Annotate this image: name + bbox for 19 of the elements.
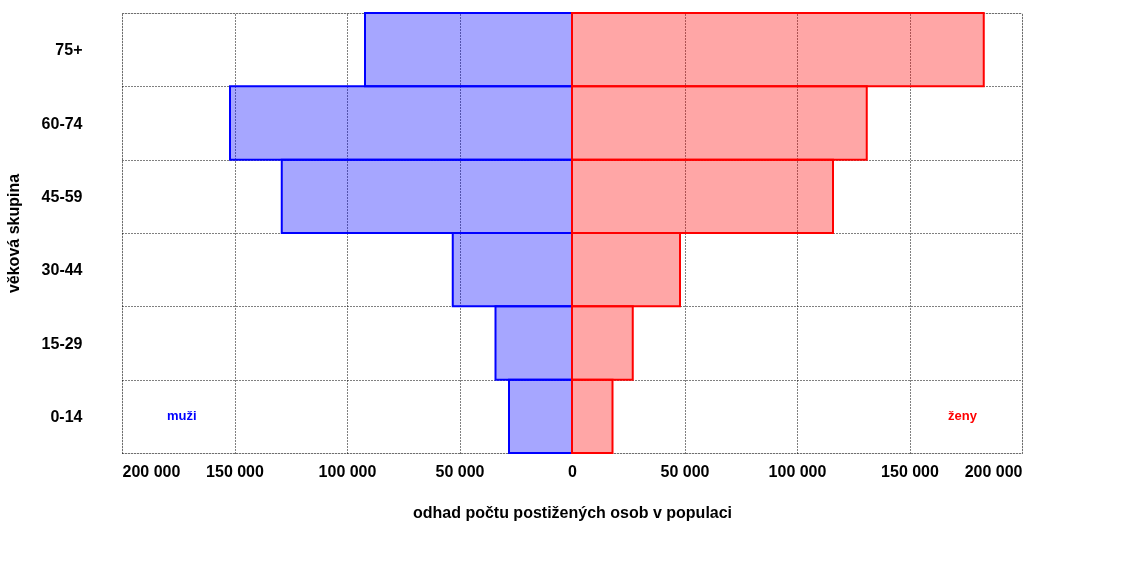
x-tick-label: 200 000 (964, 462, 1023, 480)
y-tick-label: 0-14 (50, 407, 83, 425)
y-tick-label: 45-59 (41, 187, 83, 205)
x-tick-label: 50 000 (660, 462, 710, 480)
y-tick-label: 75+ (55, 41, 83, 59)
x-tick-label: 0 (568, 462, 578, 480)
x-tick-label: 150 000 (881, 462, 940, 480)
x-tick-label: 150 000 (206, 462, 265, 480)
y-tick-label: 30-44 (41, 261, 83, 279)
text: ženy (948, 408, 978, 424)
text: muži (167, 408, 197, 424)
x-axis-title: odhad počtu postižených osob v populaci (412, 503, 733, 521)
x-tick-label: 100 000 (768, 462, 827, 480)
y-tick-label: 60-74 (41, 114, 83, 132)
y-tick-label: 15-29 (41, 334, 83, 352)
y-axis-title: věková skupina (4, 173, 22, 294)
x-tick-label: 100 000 (318, 462, 377, 480)
x-tick-label: 50 000 (435, 462, 485, 480)
x-tick-label: 200 000 (122, 462, 181, 480)
